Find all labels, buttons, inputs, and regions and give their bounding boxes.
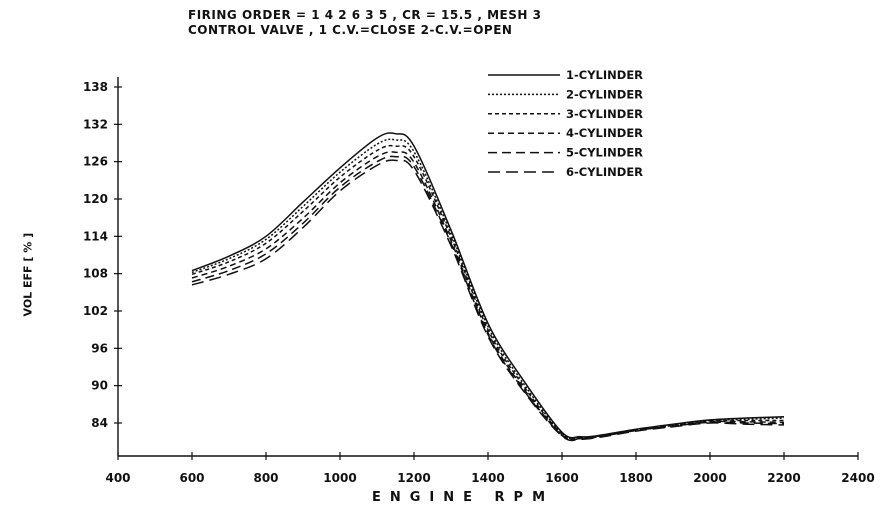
x-tick-label: 1600: [545, 471, 578, 485]
y-tick-label: 114: [83, 229, 108, 243]
x-tick-label: 1200: [397, 471, 430, 485]
chart-title-line1: FIRING ORDER = 1 4 2 6 3 5 , CR = 15.5 ,…: [188, 8, 542, 22]
x-tick-label: 400: [105, 471, 130, 485]
y-tick-label: 108: [83, 267, 108, 281]
legend-label-2: 2-CYLINDER: [566, 87, 643, 101]
series-line-4: [191, 151, 785, 441]
legend-label-4: 4-CYLINDER: [566, 126, 643, 140]
x-tick-label: 1800: [619, 471, 652, 485]
x-tick-label: 2200: [767, 471, 800, 485]
y-tick-label: 126: [83, 155, 108, 169]
y-tick-label: 102: [83, 304, 108, 318]
x-tick-label: 2400: [841, 471, 874, 485]
y-tick-label: 96: [91, 341, 108, 355]
series-line-5: [191, 155, 785, 441]
x-tick-label: 600: [179, 471, 204, 485]
series-line-3: [191, 144, 785, 440]
y-tick-label: 84: [91, 416, 108, 430]
x-tick-label: 2000: [693, 471, 726, 485]
series-line-6: [191, 159, 785, 442]
series-line-2: [191, 138, 785, 440]
x-tick-label: 1400: [471, 471, 504, 485]
x-tick-label: 800: [253, 471, 278, 485]
y-tick-label: 138: [83, 80, 108, 94]
legend-label-5: 5-CYLINDER: [566, 146, 643, 160]
legend-label-1: 1-CYLINDER: [566, 68, 643, 82]
chart-title-line2: CONTROL VALVE , 1 C.V.=CLOSE 2-C.V.=OPEN: [188, 23, 513, 37]
x-tick-label: 1000: [323, 471, 356, 485]
series-line-1: [191, 132, 785, 439]
x-axis-label: ENGINE RPM: [371, 490, 555, 505]
y-tick-label: 120: [83, 192, 108, 206]
y-tick-label: 90: [91, 379, 108, 393]
legend-label-3: 3-CYLINDER: [566, 107, 643, 121]
y-tick-label: 132: [83, 117, 108, 131]
legend-label-6: 6-CYLINDER: [566, 165, 643, 179]
